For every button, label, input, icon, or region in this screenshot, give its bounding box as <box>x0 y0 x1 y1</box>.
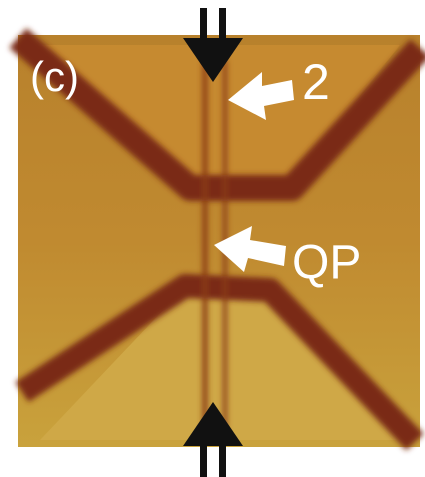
annotation-label: QP <box>292 237 361 290</box>
annotation-label: 2 <box>302 54 330 110</box>
figure-panel: (c) 2 QP <box>0 0 425 477</box>
page: (c) 2 QP (() => { const data = JSON.pars… <box>0 0 425 477</box>
panel-label: (c) <box>30 53 79 100</box>
